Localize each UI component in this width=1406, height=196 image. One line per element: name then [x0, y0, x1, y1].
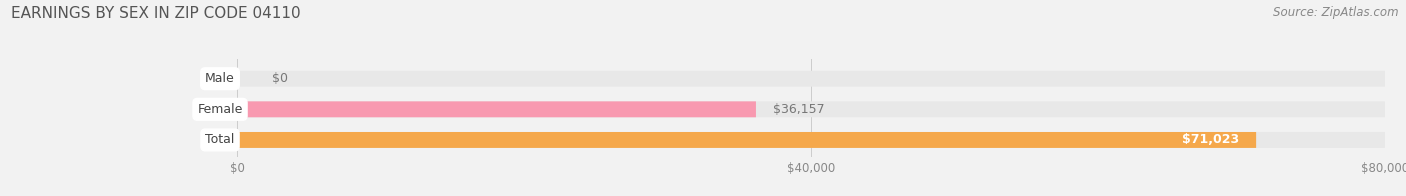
Text: $71,023: $71,023 [1182, 133, 1239, 146]
Text: $0: $0 [271, 72, 288, 85]
Text: EARNINGS BY SEX IN ZIP CODE 04110: EARNINGS BY SEX IN ZIP CODE 04110 [11, 6, 301, 21]
FancyBboxPatch shape [238, 132, 1256, 148]
FancyBboxPatch shape [238, 71, 1385, 87]
Text: $36,157: $36,157 [773, 103, 825, 116]
Text: Source: ZipAtlas.com: Source: ZipAtlas.com [1274, 6, 1399, 19]
FancyBboxPatch shape [238, 101, 756, 117]
Text: Female: Female [197, 103, 243, 116]
FancyBboxPatch shape [238, 132, 1385, 148]
Text: Total: Total [205, 133, 235, 146]
FancyBboxPatch shape [238, 101, 1385, 117]
Text: Male: Male [205, 72, 235, 85]
